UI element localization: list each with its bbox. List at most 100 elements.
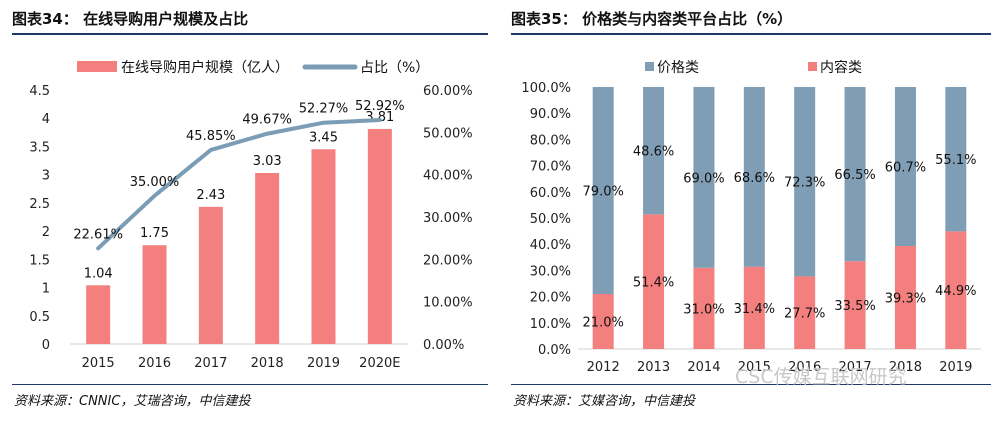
y-tick-label: 10.0%: [530, 317, 571, 332]
line-point-ratio: [97, 247, 99, 249]
y-left-tick-label: 0: [42, 338, 50, 353]
user-scale-chart: 在线导购用户规模（亿人） 占比（%） 0 0.5 1 1.5 2 2.5 3 3.5 4 4.5 0.0…: [29, 59, 473, 371]
y-tick-label: 20.0%: [530, 291, 571, 306]
x-tick-label: 2019: [307, 356, 340, 371]
y-left-tick-label: 4: [42, 112, 50, 127]
bar-content: [693, 267, 715, 349]
watermark: CSC传媒互联网研究: [735, 366, 907, 388]
line-point-ratio: [266, 133, 268, 135]
y-tick-label: 70.0%: [530, 160, 571, 175]
legend-swatch-content: [808, 62, 817, 71]
bar-price: [945, 87, 967, 232]
bar-content: [894, 246, 916, 349]
bar-value-label: 1.04: [84, 266, 113, 281]
bar-value-label: 3.45: [309, 130, 338, 145]
bar-value-label-price: 69.0%: [683, 171, 724, 186]
left-title-rule: [12, 33, 488, 35]
y-left-tick-label: 3: [42, 169, 50, 184]
x-tick-label: 2018: [889, 360, 922, 375]
bar-value-label-price: 66.5%: [834, 168, 875, 183]
right-panel: 图表35： 价格类与内容类平台占比（%） 价格类 内容类 0.0% 10.0% 20.0…: [505, 0, 999, 425]
bar-value-label-price: 55.1%: [935, 153, 976, 168]
x-tick-label: 2017: [194, 356, 227, 371]
bar-value-label: 3.03: [253, 154, 282, 169]
bar-content: [844, 261, 866, 349]
y-left-tick-label: 2.5: [29, 197, 50, 212]
y-right-tick-label: 40.00%: [423, 169, 473, 184]
bar-value-label-price: 48.6%: [633, 145, 674, 160]
line-value-label: 52.92%: [355, 99, 405, 114]
legend-label-price: 价格类: [657, 60, 699, 76]
left-chart-title: 图表34： 在线导购用户规模及占比: [12, 10, 249, 28]
bar-value-label-content: 44.9%: [935, 284, 976, 299]
line-value-label: 22.61%: [73, 227, 123, 242]
left-panel: 图表34： 在线导购用户规模及占比 在线导购用户规模（亿人） 占比（%） 0 0.5 1…: [0, 0, 490, 425]
y-right-tick-label: 60.00%: [423, 84, 473, 99]
x-tick-label: 2015: [82, 356, 115, 371]
right-chart-title: 图表35： 价格类与内容类平台占比（%）: [511, 10, 793, 28]
y-right-tick-label: 10.00%: [423, 296, 473, 311]
bar-user-scale: [142, 245, 167, 344]
y-left-tick-label: 4.5: [29, 84, 50, 99]
bar-content: [743, 266, 765, 349]
y-right-tick-label: 30.00%: [423, 211, 473, 226]
y-tick-label: 50.0%: [530, 212, 571, 227]
bar-value-label-content: 51.4%: [633, 276, 674, 291]
bar-user-scale: [198, 206, 223, 344]
y-tick-label: 30.0%: [530, 264, 571, 279]
bar-price: [643, 87, 665, 215]
x-tick-label: 2015: [738, 360, 771, 375]
x-tick-label: 2018: [251, 356, 284, 371]
legend-label-ratio: 占比（%）: [360, 60, 429, 76]
bar-value-label-content: 31.0%: [683, 302, 724, 317]
bar-user-scale: [86, 285, 111, 344]
bar-price: [693, 87, 715, 268]
x-tick-label: 2012: [587, 360, 620, 375]
bar-value-label-content: 21.0%: [583, 315, 624, 330]
bar-content: [643, 214, 665, 349]
bar-value-label-content: 39.3%: [885, 292, 926, 307]
bar-value-label-content: 27.7%: [784, 307, 825, 322]
right-title-rule: [511, 33, 991, 35]
bar-content: [592, 293, 614, 349]
bar-value-label-price: 79.0%: [583, 184, 624, 199]
y-tick-label: 90.0%: [530, 107, 571, 122]
line-value-label: 35.00%: [130, 175, 180, 190]
y-left-tick-label: 1.5: [29, 253, 50, 268]
left-source: 资料来源：CNNIC，艾瑞咨询，中信建投: [14, 394, 251, 409]
line-value-label: 45.85%: [186, 129, 236, 144]
line-point-ratio: [323, 122, 324, 124]
line-point-ratio: [210, 149, 212, 151]
legend-swatch-user-scale: [77, 61, 117, 72]
bar-price: [894, 87, 916, 247]
bar-content: [945, 231, 967, 349]
bar-value-label: 1.75: [140, 226, 169, 241]
line-ratio: [96, 117, 382, 251]
bar-value-label-content: 31.4%: [734, 302, 775, 317]
y-tick-label: 40.0%: [530, 238, 571, 253]
bar-price: [592, 87, 614, 294]
line-point-ratio: [379, 119, 381, 121]
platform-share-chart: 价格类 内容类 0.0% 10.0% 20.0% 30.0% 40.0% 50.0% 60.0%…: [521, 59, 981, 375]
legend-swatch-price: [645, 62, 654, 71]
line-point-ratio: [154, 195, 155, 197]
line-value-label: 49.67%: [242, 113, 292, 128]
bar-value-label-price: 60.7%: [885, 161, 926, 176]
x-tick-label: 2020E: [359, 356, 400, 371]
y-right-tick-label: 20.00%: [423, 253, 473, 268]
x-tick-label: 2019: [939, 360, 972, 375]
right-source-rule: [511, 384, 991, 385]
bar-price: [743, 87, 765, 267]
bar-content: [794, 276, 816, 349]
bar-user-scale: [311, 149, 336, 344]
bar-user-scale: [367, 128, 392, 344]
bar-value-label: 2.43: [196, 188, 225, 203]
bar-user-scale: [255, 172, 280, 344]
bar-value-label-price: 72.3%: [784, 176, 825, 191]
bar-value-label-content: 33.5%: [834, 299, 875, 314]
x-tick-label: 2013: [637, 360, 670, 375]
bar-price: [844, 87, 866, 262]
right-source: 资料来源：艾媒咨询，中信建投: [513, 394, 696, 409]
legend-label-user-scale: 在线导购用户规模（亿人）: [121, 59, 289, 76]
y-left-tick-label: 2: [42, 225, 50, 240]
